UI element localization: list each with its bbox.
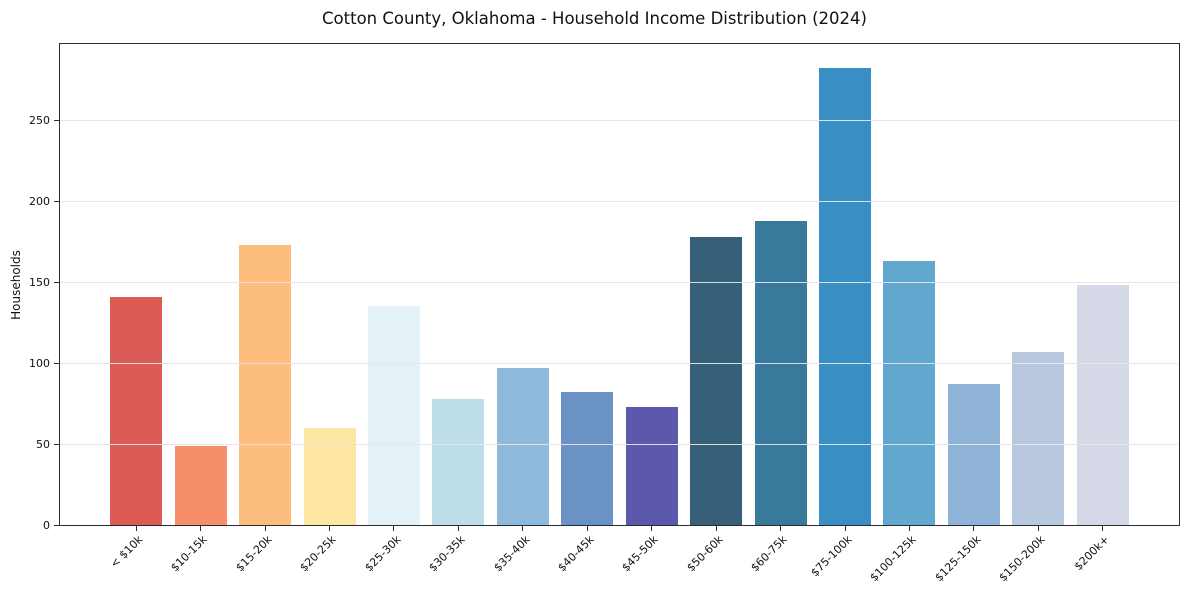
bar xyxy=(561,392,614,525)
x-tick-mark xyxy=(457,526,459,531)
bar-slot: $150-200k xyxy=(996,44,1070,584)
y-tick-mark xyxy=(54,362,59,364)
x-tick-mark xyxy=(1102,526,1104,531)
y-tick-label: 250 xyxy=(29,114,50,128)
x-tick-label: $200k+ xyxy=(1071,533,1112,574)
x-tick-mark xyxy=(393,526,395,531)
x-tick-label: $15-20k xyxy=(233,533,275,575)
bar xyxy=(303,427,356,525)
x-tick-label: $45-50k xyxy=(619,533,661,575)
x-tick-label: < $10k xyxy=(107,533,146,571)
x-tick-mark xyxy=(329,526,331,531)
bar xyxy=(110,296,163,525)
x-tick-mark xyxy=(908,526,910,531)
bar-slot: $60-75k xyxy=(748,44,812,574)
y-tick-label: 100 xyxy=(29,357,50,371)
bar-slot: $30-35k xyxy=(426,44,490,574)
bar xyxy=(1012,351,1065,525)
bar xyxy=(754,220,807,525)
bar-slot: $100-125k xyxy=(868,44,941,584)
bar xyxy=(947,384,1000,525)
bar xyxy=(432,398,485,525)
x-tick-mark xyxy=(264,526,266,531)
plot-area: < $10k $10-15k $15-20k $20-25k $25-30k $30-35… xyxy=(29,43,1180,584)
x-tick-label: $25-30k xyxy=(361,533,404,575)
x-tick-mark xyxy=(135,526,137,531)
bar-slot: $45-50k xyxy=(620,44,684,574)
bar-slot: $10-15k xyxy=(168,44,232,574)
x-tick-mark xyxy=(844,526,846,531)
y-tick-mark xyxy=(54,524,59,526)
bar xyxy=(690,236,743,525)
x-tick-label: $125-150k xyxy=(931,533,984,585)
bar xyxy=(174,445,227,525)
x-tick-mark xyxy=(973,526,975,531)
bars-row: < $10k $10-15k $15-20k $20-25k $25-30k $30-35… xyxy=(60,44,1179,584)
bar xyxy=(819,68,872,525)
x-tick-label: $35-40k xyxy=(490,533,533,575)
y-tick-mark xyxy=(54,119,59,121)
bar xyxy=(496,367,549,525)
x-tick-label: $100-125k xyxy=(867,533,919,585)
y-tick-label: 50 xyxy=(36,438,50,452)
bar-slot: < $10k xyxy=(104,44,168,571)
x-tick-mark xyxy=(651,526,653,531)
x-tick-mark xyxy=(1037,526,1039,531)
bar-slot: $125-150k xyxy=(932,44,1006,584)
bar-slot: $50-60k xyxy=(684,44,748,574)
x-tick-label: $50-60k xyxy=(684,533,726,575)
x-tick-label: $10-15k xyxy=(168,533,210,575)
x-tick-label: $40-45k xyxy=(555,533,597,575)
bar-slot: $20-25k xyxy=(297,44,361,574)
bar-slot: $75-100k xyxy=(808,44,877,579)
x-tick-mark xyxy=(715,526,717,531)
bar xyxy=(883,261,936,525)
y-tick-mark xyxy=(54,281,59,283)
bar-slot: $35-40k xyxy=(491,44,555,574)
bar-slot: $15-20k xyxy=(233,44,297,574)
bar-slot: $200k+ xyxy=(1071,44,1135,573)
bar xyxy=(239,244,292,525)
x-tick-label: $150-200k xyxy=(996,533,1048,585)
bar xyxy=(1076,285,1129,525)
x-tick-label: $20-25k xyxy=(297,533,339,575)
y-tick-mark xyxy=(54,200,59,202)
x-tick-mark xyxy=(586,526,588,531)
x-tick-mark xyxy=(780,526,782,531)
x-tick-label: $75-100k xyxy=(808,533,855,580)
bar xyxy=(625,406,678,525)
x-tick-mark xyxy=(200,526,202,531)
x-tick-label: $30-35k xyxy=(426,533,468,575)
y-tick-mark xyxy=(54,443,59,445)
bar-slot: $40-45k xyxy=(555,44,619,574)
bar-slot: $25-30k xyxy=(362,44,426,574)
chart-title: Cotton County, Oklahoma - Household Inco… xyxy=(322,9,867,28)
bar xyxy=(367,306,420,525)
x-tick-mark xyxy=(522,526,524,531)
x-tick-label: $60-75k xyxy=(748,533,790,575)
y-tick-label: 0 xyxy=(43,519,50,532)
y-tick-label: 150 xyxy=(29,276,50,290)
y-tick-label: 200 xyxy=(29,195,50,209)
